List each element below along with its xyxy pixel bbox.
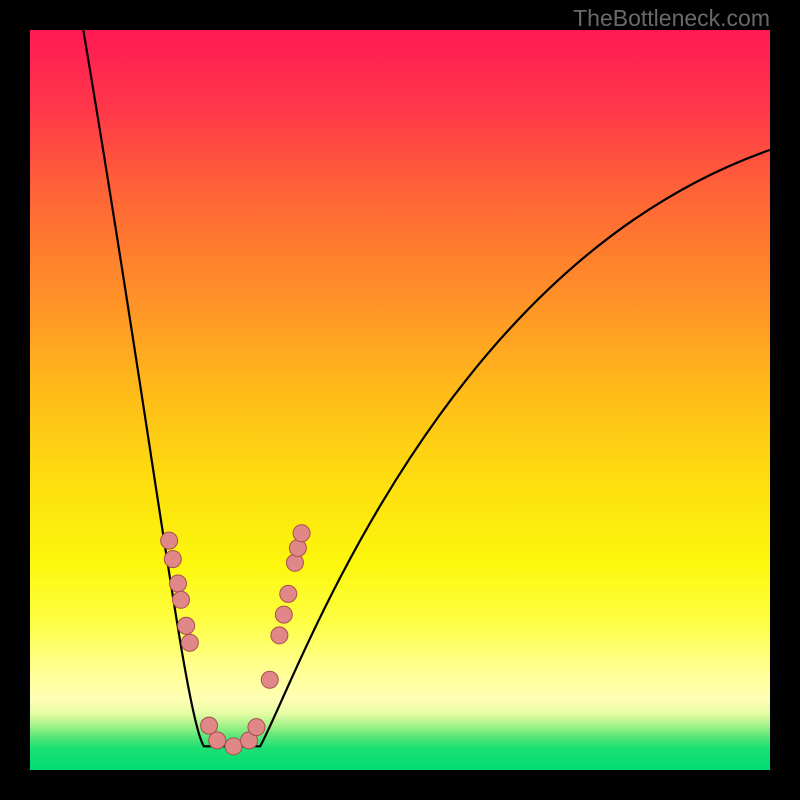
data-marker: [201, 717, 218, 734]
data-marker: [286, 554, 303, 571]
data-marker: [280, 585, 297, 602]
data-marker: [293, 525, 310, 542]
data-marker: [225, 738, 242, 755]
data-marker: [209, 732, 226, 749]
data-marker: [178, 617, 195, 634]
data-marker: [164, 551, 181, 568]
bottleneck-curve-chart: [0, 0, 800, 800]
data-marker: [248, 719, 265, 736]
data-marker: [181, 634, 198, 651]
data-marker: [170, 575, 187, 592]
data-marker: [289, 540, 306, 557]
data-marker: [172, 591, 189, 608]
data-marker: [271, 627, 288, 644]
data-marker: [261, 671, 278, 688]
plot-background: [30, 30, 770, 770]
data-marker: [161, 532, 178, 549]
watermark-text: TheBottleneck.com: [573, 5, 770, 32]
data-marker: [275, 606, 292, 623]
